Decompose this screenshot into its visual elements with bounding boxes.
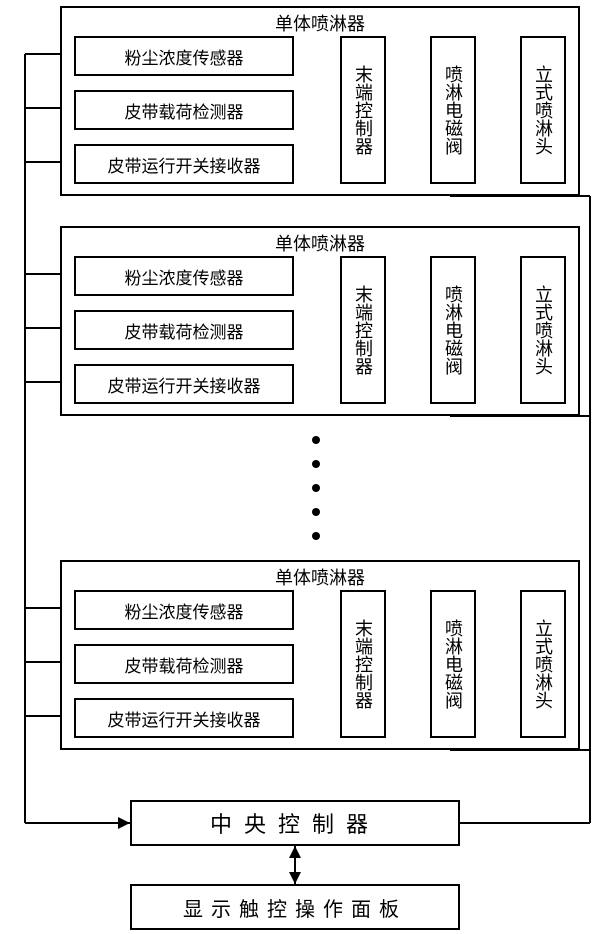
belt-load-detector: 皮带载荷检测器 [74, 310, 294, 350]
module-title: 单体喷淋器 [62, 10, 578, 36]
spray-head: 立式喷淋头 [520, 590, 566, 738]
belt-run-switch-receiver: 皮带运行开关接收器 [74, 364, 294, 404]
terminal-controller: 末端控制器 [340, 36, 386, 184]
central-controller: 中央控制器 [130, 800, 460, 846]
solenoid-valve: 喷淋电磁阀 [430, 590, 476, 738]
module-title: 单体喷淋器 [62, 230, 578, 256]
belt-load-detector: 皮带载荷检测器 [74, 90, 294, 130]
spray-head: 立式喷淋头 [520, 256, 566, 404]
terminal-controller: 末端控制器 [340, 590, 386, 738]
sprayer-module-3: 单体喷淋器 粉尘浓度传感器 皮带载荷检测器 皮带运行开关接收器 末端控制器 喷淋… [60, 560, 580, 750]
sprayer-module-2: 单体喷淋器 粉尘浓度传感器 皮带载荷检测器 皮带运行开关接收器 末端控制器 喷淋… [60, 226, 580, 416]
terminal-controller: 末端控制器 [340, 256, 386, 404]
dust-sensor: 粉尘浓度传感器 [74, 36, 294, 76]
module-title: 单体喷淋器 [62, 564, 578, 590]
sprayer-module-1: 单体喷淋器 粉尘浓度传感器 皮带载荷检测器 皮带运行开关接收器 末端控制器 喷淋… [60, 6, 580, 196]
belt-load-detector: 皮带载荷检测器 [74, 644, 294, 684]
solenoid-valve: 喷淋电磁阀 [430, 36, 476, 184]
dust-sensor: 粉尘浓度传感器 [74, 590, 294, 630]
solenoid-valve: 喷淋电磁阀 [430, 256, 476, 404]
belt-run-switch-receiver: 皮带运行开关接收器 [74, 144, 294, 184]
touch-panel: 显示触控操作面板 [130, 884, 460, 930]
belt-run-switch-receiver: 皮带运行开关接收器 [74, 698, 294, 738]
dust-sensor: 粉尘浓度传感器 [74, 256, 294, 296]
spray-head: 立式喷淋头 [520, 36, 566, 184]
